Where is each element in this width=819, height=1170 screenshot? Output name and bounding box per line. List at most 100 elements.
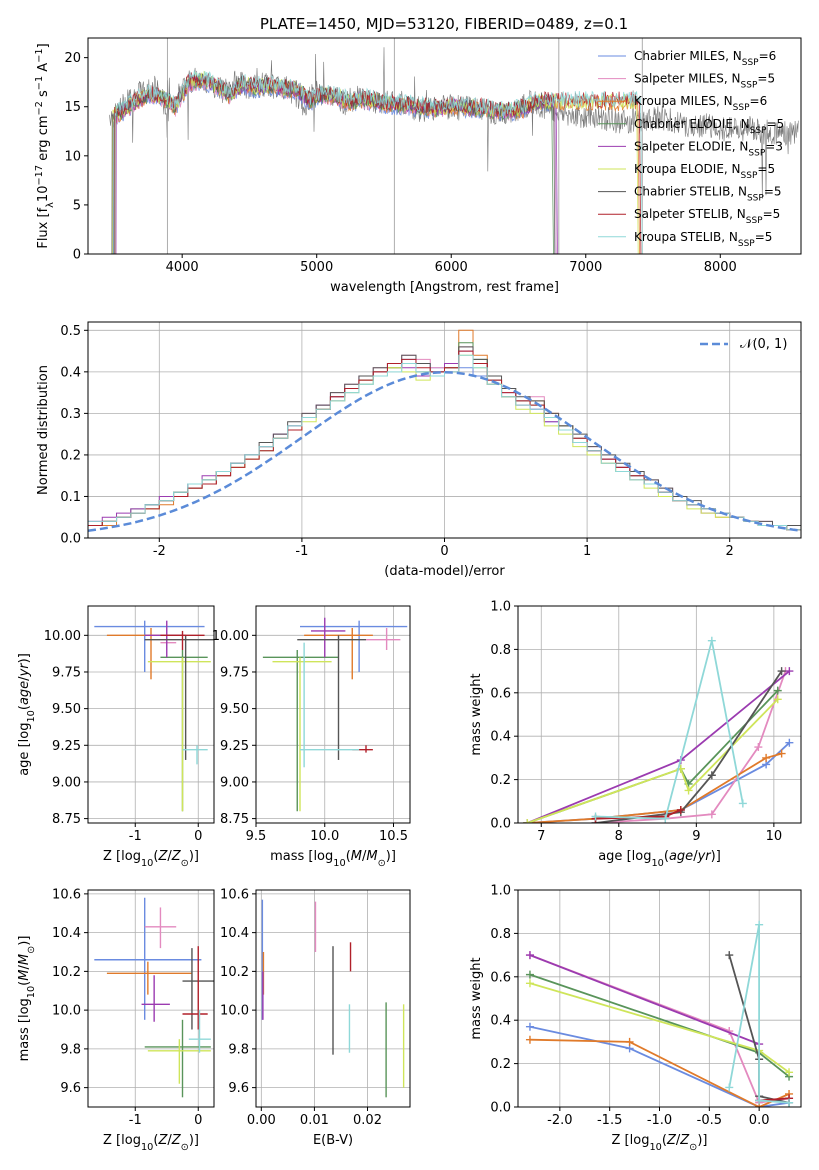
y-tick-label: 1.0 bbox=[490, 600, 511, 615]
panel-mass-vs-extinction: 0.00 0.01 0.02 9.6 9.8 10.0 10.2 10.4 10.6 E(B-V) bbox=[220, 887, 411, 1148]
x-axis-label: Z [log10(Z/Z⊙)] bbox=[103, 1133, 199, 1153]
x-tick-label: 0 bbox=[194, 1113, 202, 1128]
x-tick-label: 5000 bbox=[300, 260, 333, 275]
panel-age-vs-mass: 9.5 10.0 10.5 8.75 9.00 9.25 9.50 9.75 10.00 mass… bbox=[212, 605, 411, 869]
series-marker bbox=[725, 951, 734, 960]
series-line-3 bbox=[529, 1038, 790, 1107]
x-tick-label: -1 bbox=[129, 829, 142, 844]
series-marker bbox=[755, 1096, 764, 1105]
y-tick-label: 9.75 bbox=[220, 665, 249, 680]
legend-entry: Kroupa ELODIE, NSSP=5 bbox=[634, 162, 775, 181]
y-tick-label: 10.00 bbox=[212, 629, 249, 644]
plot-area bbox=[261, 899, 405, 1098]
series-line-9 bbox=[728, 924, 790, 1104]
x-tick-label: 0 bbox=[440, 544, 448, 559]
series-marker bbox=[754, 743, 763, 752]
y-tick-label: 9.50 bbox=[220, 702, 249, 717]
series-line-1 bbox=[529, 1025, 790, 1107]
y-axis-label: mass weight bbox=[469, 957, 484, 1039]
y-tick-label: 0.5 bbox=[60, 324, 81, 339]
y-tick-label: 9.25 bbox=[220, 739, 249, 754]
x-tick-label: 8 bbox=[615, 829, 623, 844]
y-tick-label: 0.6 bbox=[490, 686, 511, 701]
series-line-3 bbox=[527, 752, 782, 823]
axes-frame bbox=[87, 889, 215, 1108]
series-marker bbox=[525, 951, 534, 960]
normal-curve bbox=[88, 371, 801, 532]
series-marker bbox=[523, 819, 532, 823]
y-axis-label: Normed distribution bbox=[36, 365, 51, 495]
histogram-9 bbox=[88, 354, 801, 531]
axes-frame bbox=[255, 889, 411, 1108]
x-axis-label: Z [log10(Z/Z⊙)] bbox=[103, 849, 199, 869]
series-marker bbox=[625, 1037, 634, 1046]
legend-entry: Salpeter ELODIE, NSSP=3 bbox=[634, 139, 783, 158]
plot-area bbox=[88, 329, 801, 532]
panel-spectrum: 4000 5000 6000 7000 8000 0 5 10 15 20 wavelength [… bbox=[34, 37, 802, 295]
series-marker bbox=[591, 812, 600, 821]
y-tick-label: 0.4 bbox=[490, 730, 511, 745]
y-tick-label: 9.6 bbox=[60, 1081, 81, 1096]
series-line-7 bbox=[595, 670, 783, 823]
y-tick-label: 0.0 bbox=[490, 817, 511, 832]
y-tick-label: 9.6 bbox=[228, 1081, 249, 1096]
series-marker bbox=[785, 1068, 794, 1077]
series-marker bbox=[785, 738, 794, 747]
y-tick-label: 0.4 bbox=[60, 365, 81, 380]
axes-frame bbox=[87, 605, 215, 824]
axes-frame bbox=[255, 605, 411, 824]
y-tick-label: 0 bbox=[73, 248, 81, 263]
legend-entry: Salpeter MILES, NSSP=5 bbox=[634, 72, 775, 91]
y-tick-label: 0.6 bbox=[490, 970, 511, 985]
series-marker bbox=[738, 799, 747, 808]
x-tick-label: 10.5 bbox=[379, 829, 408, 844]
y-tick-label: 10.2 bbox=[220, 965, 249, 980]
x-axis-label: (data-model)/error bbox=[384, 564, 505, 579]
y-tick-label: 0.1 bbox=[60, 490, 81, 505]
x-tick-label: 4000 bbox=[166, 260, 199, 275]
y-axis-label: age [log10(age/yr)] bbox=[17, 653, 37, 776]
y-tick-label: 20 bbox=[64, 51, 81, 66]
plot-area bbox=[525, 920, 794, 1107]
panel-age-vs-metallicity: -1 0 8.75 9.00 9.25 9.50 9.75 10.00 Z [log10(Z/Z… bbox=[17, 605, 215, 869]
model-spectrum-6 bbox=[111, 70, 639, 254]
x-tick-label: 0.00 bbox=[247, 1113, 276, 1128]
y-tick-label: 10.6 bbox=[220, 887, 249, 902]
series-marker bbox=[777, 749, 786, 758]
series-line-9 bbox=[595, 640, 744, 820]
series-marker bbox=[785, 1098, 794, 1107]
y-tick-label: 10 bbox=[64, 149, 81, 164]
series-marker bbox=[525, 979, 534, 988]
y-tick-label: 10.6 bbox=[52, 887, 81, 902]
y-tick-label: 9.75 bbox=[52, 665, 81, 680]
series-marker bbox=[707, 636, 716, 645]
x-tick-label: 10.0 bbox=[310, 829, 339, 844]
x-tick-label: 10 bbox=[766, 829, 783, 844]
series-marker bbox=[773, 695, 782, 704]
panel-mass-vs-metallicity: -1 0 9.6 9.8 10.0 10.2 10.4 10.6 Z [log10(Z/Z⊙)]… bbox=[17, 887, 215, 1153]
series-marker bbox=[755, 920, 764, 929]
plot-area bbox=[94, 897, 214, 1098]
x-tick-label: -2.0 bbox=[547, 1113, 572, 1128]
series-line-5 bbox=[529, 954, 760, 1045]
y-tick-label: 0.0 bbox=[60, 532, 81, 547]
plot-area bbox=[109, 38, 799, 254]
x-tick-label: 7 bbox=[537, 829, 545, 844]
y-tick-label: 0.2 bbox=[490, 1057, 511, 1072]
series-marker bbox=[785, 667, 794, 676]
plot-area bbox=[262, 617, 408, 812]
x-axis-label: wavelength [Angstrom, rest frame] bbox=[330, 280, 559, 295]
y-tick-label: 9.8 bbox=[60, 1042, 81, 1057]
x-axis-label: E(B-V) bbox=[313, 1133, 353, 1148]
y-tick-label: 9.50 bbox=[52, 702, 81, 717]
x-axis-label: age [log10(age/yr)] bbox=[598, 849, 721, 869]
y-tick-label: 9.00 bbox=[52, 775, 81, 790]
legend-entry: Kroupa STELIB, NSSP=5 bbox=[634, 230, 772, 249]
y-tick-label: 10.4 bbox=[220, 926, 249, 941]
y-axis-label: mass [log10(M/M⊙)] bbox=[17, 936, 37, 1062]
y-tick-label: 0.4 bbox=[490, 1014, 511, 1029]
series-marker bbox=[707, 771, 716, 780]
y-tick-label: 10.0 bbox=[220, 1004, 249, 1019]
series-marker bbox=[525, 970, 534, 979]
y-tick-label: 10.4 bbox=[52, 926, 81, 941]
